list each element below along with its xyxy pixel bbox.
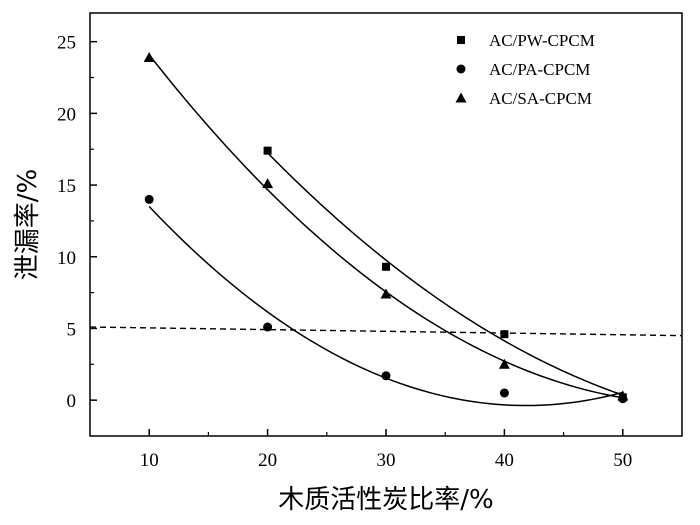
x-tick-label: 10 (140, 450, 159, 471)
reference-line (89, 326, 683, 337)
legend-label: AC/PA-CPCM (489, 60, 590, 79)
x-tick-label: 20 (258, 450, 277, 471)
legend-label: AC/SA-CPCM (489, 89, 592, 108)
x-tick-label: 50 (613, 450, 632, 471)
legend: AC/PW-CPCM AC/PA-CPCM AC/SA-CPCM (455, 31, 595, 108)
y-axis-title: 泄漏率/% (13, 169, 43, 280)
triangle-marker (617, 390, 629, 401)
circle-marker (456, 64, 466, 74)
x-tick-label: 40 (495, 450, 514, 471)
square-marker (382, 262, 390, 271)
data-markers (143, 51, 629, 404)
circle-marker (499, 388, 509, 398)
y-tick-label: 25 (57, 33, 76, 54)
y-tick-label: 20 (57, 104, 76, 125)
square-marker (500, 330, 509, 339)
triangle-marker (455, 92, 467, 103)
reference-line-group (89, 326, 683, 337)
square-marker (263, 146, 272, 155)
circle-marker (381, 371, 391, 381)
y-tick-label: 0 (67, 391, 77, 412)
triangle-marker (143, 51, 155, 62)
y-tick-label: 5 (67, 319, 77, 340)
triangle-marker (262, 178, 274, 189)
fit-curve (267, 152, 624, 396)
circle-marker (263, 322, 273, 332)
square-marker (457, 36, 465, 44)
x-axis-title: 木质活性炭比率/% (278, 485, 493, 515)
triangle-marker (380, 288, 392, 299)
circle-marker (144, 194, 154, 204)
legend-label: AC/PW-CPCM (489, 31, 595, 50)
triangle-marker (498, 358, 510, 369)
x-tick-label: 30 (377, 450, 396, 471)
y-tick-label: 15 (57, 176, 76, 197)
axis-ticks: 10 20 30 40 50 0 5 10 15 20 25 (57, 33, 632, 471)
y-tick-label: 10 (57, 248, 76, 269)
